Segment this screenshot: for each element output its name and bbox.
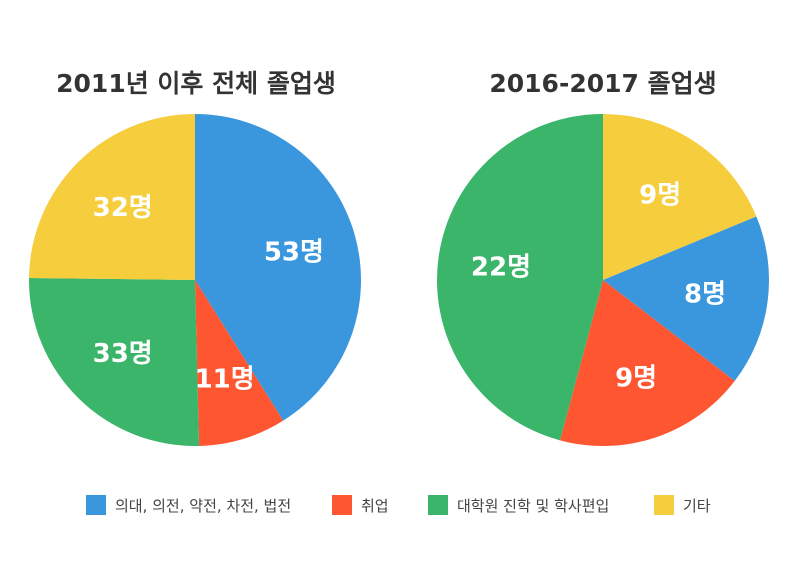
pie-2-slice-other bbox=[603, 114, 757, 280]
legend-swatch-other bbox=[654, 495, 674, 515]
pie-2-slice-employment bbox=[560, 280, 735, 446]
legend-label-graduate-school: 대학원 진학 및 학사편입 bbox=[457, 497, 609, 515]
pie-1-slice-medical bbox=[195, 114, 361, 421]
pie-2-slice-graduate-school-label: 22명 bbox=[471, 253, 531, 283]
pie-2-slice-medical-label: 8명 bbox=[684, 279, 726, 309]
pie-1-slice-medical-label: 53명 bbox=[264, 238, 324, 268]
pie-1-slice-employment bbox=[195, 280, 284, 446]
legend-item-graduate-school: 대학원 진학 및 학사편입 bbox=[428, 495, 609, 515]
pie-chart-2: 9명 8명 9명 22명 bbox=[437, 114, 769, 446]
chart-1-title: 2011년 이후 전체 졸업생 bbox=[56, 69, 336, 98]
legend-item-employment: 취업 bbox=[332, 495, 389, 515]
pie-1-slice-graduate-school-label: 33명 bbox=[93, 339, 153, 369]
pie-2-slice-medical bbox=[603, 216, 769, 382]
pie-2-slice-graduate-school bbox=[437, 114, 603, 441]
legend-item-medical: 의대, 의전, 약전, 차전, 법전 bbox=[86, 495, 291, 515]
legend-swatch-graduate-school bbox=[428, 495, 448, 515]
chart-2-title: 2016-2017 졸업생 bbox=[489, 69, 716, 98]
pie-1-slice-graduate-school bbox=[28, 277, 200, 446]
legend-swatch-employment bbox=[332, 495, 352, 515]
legend-label-employment: 취업 bbox=[361, 497, 389, 515]
legend-swatch-medical bbox=[86, 495, 106, 515]
legend-label-medical: 의대, 의전, 약전, 차전, 법전 bbox=[115, 497, 291, 515]
legend: 의대, 의전, 약전, 차전, 법전 취업 대학원 진학 및 학사편입 기타 bbox=[86, 495, 711, 515]
legend-label-other: 기타 bbox=[683, 497, 711, 515]
pie-1-slice-other-label: 32명 bbox=[93, 193, 153, 223]
pie-1-slice-employment-label: 11명 bbox=[195, 365, 255, 395]
pie-2-slice-employment-label: 9명 bbox=[615, 363, 657, 393]
pie-2-slice-other-label: 9명 bbox=[639, 180, 681, 210]
pie-chart-1: 53명 11명 33명 32명 bbox=[28, 114, 361, 446]
pie-1-slice-other bbox=[29, 114, 196, 280]
legend-item-other: 기타 bbox=[654, 495, 711, 515]
